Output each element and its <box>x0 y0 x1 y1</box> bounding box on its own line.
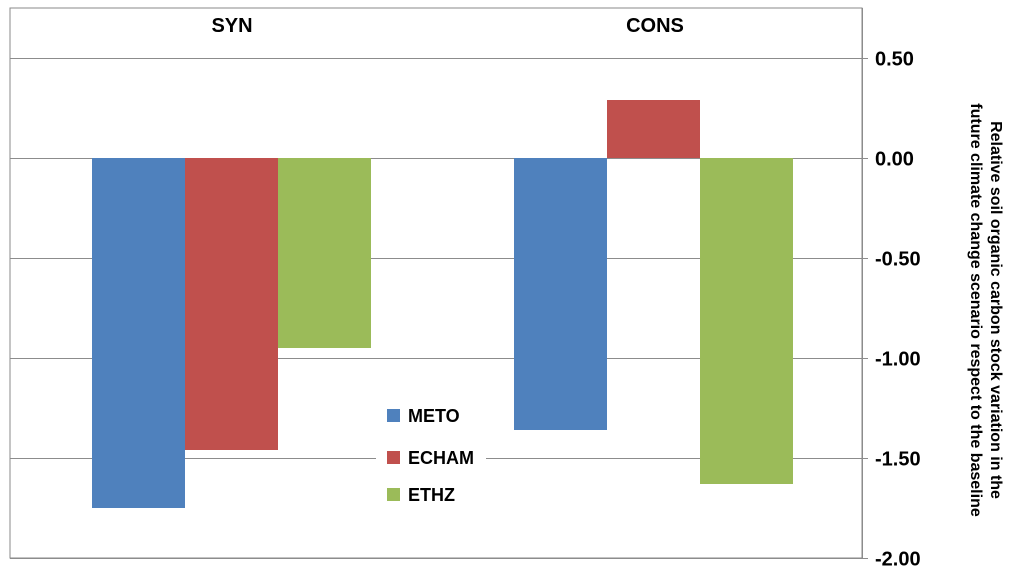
y-axis-title-line2: future climate change scenario respect t… <box>967 103 984 517</box>
y-axis-title-line1: Relative soil organic carbon stock varia… <box>987 121 1004 499</box>
bars <box>92 100 793 508</box>
y-tick-label: 0.50 <box>875 49 914 71</box>
bar-meto-syn <box>92 158 185 508</box>
y-tick-label: -2.00 <box>875 549 921 571</box>
legend-swatch-echam <box>387 451 400 464</box>
legend-label-meto: METO <box>408 406 460 426</box>
bar-ethz-syn <box>278 158 371 348</box>
y-axis: 0.50 0.00 -0.50 -1.00 -1.50 -2.00 <box>862 8 921 571</box>
y-tick-label: -1.50 <box>875 449 921 471</box>
bar-ethz-cons <box>700 158 793 484</box>
y-tick-label: 0.00 <box>875 149 914 171</box>
bar-meto-cons <box>514 158 607 430</box>
legend-swatch-ethz <box>387 488 400 501</box>
y-tick-label: -1.00 <box>875 349 921 371</box>
y-tick-label: -0.50 <box>875 249 921 271</box>
legend-label-ethz: ETHZ <box>408 485 455 505</box>
category-labels: SYN CONS <box>211 15 683 37</box>
legend: METO ECHAM ETHZ <box>376 397 486 517</box>
bar-echam-cons <box>607 100 700 158</box>
legend-label-echam: ECHAM <box>408 448 474 468</box>
bar-echam-syn <box>185 158 278 450</box>
legend-swatch-meto <box>387 409 400 422</box>
category-label: SYN <box>211 15 252 37</box>
category-label: CONS <box>626 15 684 37</box>
